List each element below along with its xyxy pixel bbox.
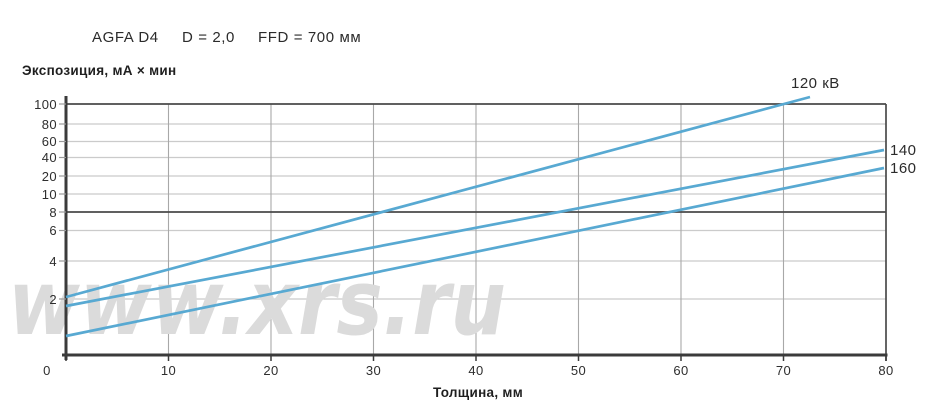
y-tick-label: 10	[41, 186, 57, 202]
x-axis-title: Толщина, мм	[433, 385, 524, 400]
film-type-label: AGFA D4	[92, 29, 159, 46]
x-tick-label: 0	[43, 363, 51, 378]
x-tick-label: 30	[365, 363, 382, 378]
x-tick-label: 10	[160, 363, 177, 378]
series-label-160kv: 160	[890, 160, 917, 177]
series-line-160kv	[65, 166, 885, 338]
series-label-120kv: 120 кВ	[791, 75, 840, 92]
series-label-140kv: 140	[890, 142, 917, 159]
ffd-label: FFD = 700 мм	[258, 29, 362, 46]
density-label: D = 2,0	[182, 29, 235, 46]
x-tick-label: 50	[570, 363, 587, 378]
y-tick-label: 2	[49, 291, 57, 307]
x-tick-label: 80	[878, 363, 894, 378]
y-tick-label: 100	[34, 96, 57, 112]
y-tick-label: 8	[49, 204, 57, 220]
y-tick-label: 80	[41, 116, 57, 132]
series-line-120kv	[65, 95, 811, 299]
x-tick-label: 20	[263, 363, 279, 378]
y-axis-title: Экспозиция, мА × мин	[22, 63, 177, 78]
x-tick-label: 40	[468, 363, 484, 378]
y-tick-label: 60	[41, 134, 57, 149]
series-line-140kv	[65, 148, 885, 308]
y-tick-label: 4	[49, 253, 57, 269]
x-tick-label: 70	[775, 363, 792, 378]
y-tick-label: 40	[41, 150, 57, 165]
y-tick-label: 20	[41, 168, 57, 184]
x-tick-label: 60	[673, 363, 689, 378]
y-tick-label: 6	[49, 223, 57, 238]
